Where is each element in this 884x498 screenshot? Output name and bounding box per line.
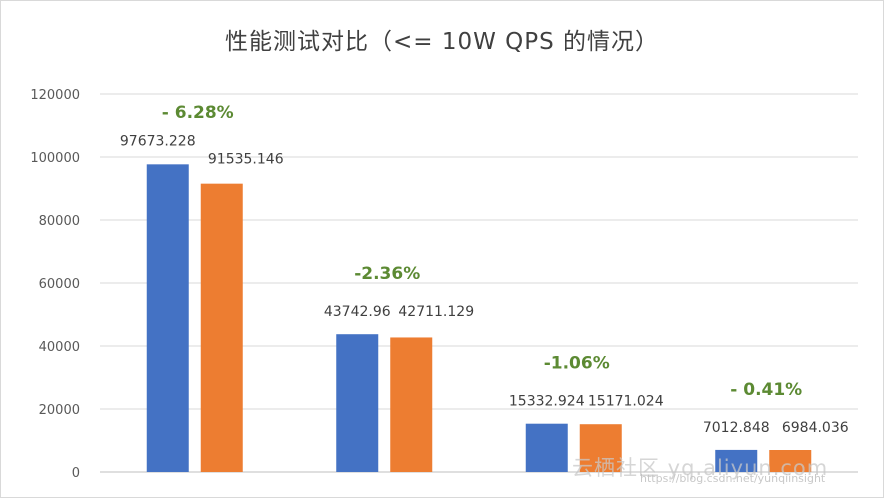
- data-label-series-1: 97673.228: [120, 133, 196, 149]
- y-tick-label: 80000: [39, 214, 80, 229]
- chart-title: 性能测试对比（<= 10W QPS 的情况）: [224, 29, 660, 55]
- data-label-series-2: 6984.036: [782, 420, 849, 436]
- watermark-text: 云栖社区 yq.aliyun.com: [572, 456, 829, 480]
- y-tick-label: 60000: [39, 277, 80, 292]
- data-label-series-2: 15171.024: [588, 394, 664, 410]
- percent-annotations: - 6.28% -2.36% -1.06% - 0.41%: [162, 103, 802, 400]
- percent-change-annotation: - 0.41%: [730, 380, 802, 400]
- y-axis: 0 20000 40000 60000 80000 100000 120000: [30, 88, 80, 481]
- watermark-url: https://blog.csdn.net/yunqiinsight: [640, 472, 826, 485]
- bar-series-2: [579, 424, 622, 472]
- data-labels: 97673.228 91535.146 43742.96 42711.129 15332…: [120, 133, 849, 436]
- bar-series-1: [525, 423, 568, 472]
- bar-series-1: [146, 164, 189, 472]
- data-label-series-1: 7012.848: [703, 420, 770, 436]
- bar-series-1: [715, 449, 758, 472]
- bars: [146, 164, 812, 472]
- y-tick-label: 0: [72, 466, 80, 481]
- percent-change-annotation: -1.06%: [544, 354, 610, 374]
- bar-series-1: [336, 334, 379, 472]
- y-tick-label: 40000: [39, 340, 80, 355]
- data-label-series-2: 42711.129: [398, 304, 474, 320]
- bar-series-2: [200, 183, 243, 472]
- data-label-series-1: 15332.924: [509, 394, 585, 410]
- y-tick-label: 20000: [39, 403, 80, 418]
- y-tick-label: 100000: [30, 151, 80, 166]
- y-tick-label: 120000: [30, 88, 80, 103]
- bar-series-2: [390, 337, 433, 472]
- data-label-series-1: 43742.96: [324, 304, 391, 320]
- percent-change-annotation: -2.36%: [354, 264, 420, 284]
- percent-change-annotation: - 6.28%: [162, 103, 234, 123]
- data-label-series-2: 91535.146: [208, 152, 284, 168]
- bar-series-2: [769, 450, 812, 472]
